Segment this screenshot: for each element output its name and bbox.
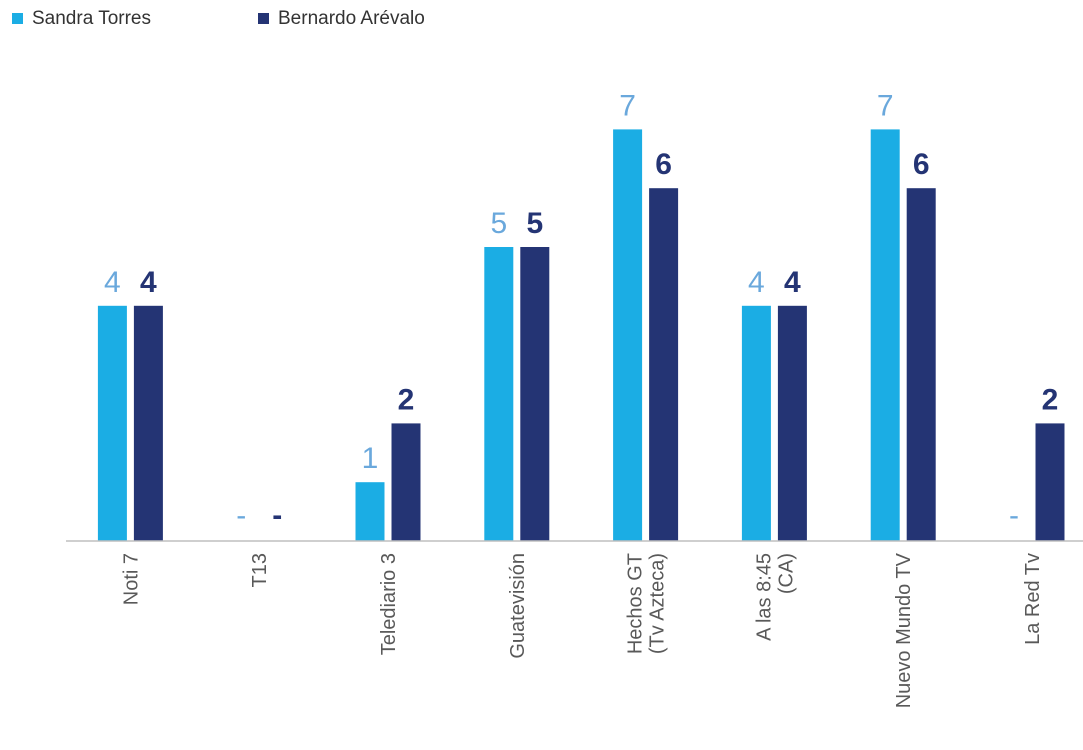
value-label-sandra-torres-hechos-gt-tv-azteca: 7 [619, 89, 636, 122]
value-label-bernardo-arevalo-hechos-gt-tv-azteca: 6 [655, 148, 672, 181]
value-label-bernardo-arevalo-noti-7: 4 [140, 266, 157, 299]
bar-sandra-torres-guatevision [484, 247, 514, 541]
bar-sandra-torres-nuevo-mundo-tv [870, 129, 900, 541]
value-label-bernardo-arevalo-guatevision: 5 [526, 207, 543, 240]
value-label-bernardo-arevalo-t13: - [272, 499, 282, 532]
value-label-bernardo-arevalo-a-las-8-45-ca: 4 [784, 266, 801, 299]
x-tick-label-guatevision: Guatevisión [507, 553, 529, 659]
value-label-sandra-torres-guatevision: 5 [490, 207, 507, 240]
x-tick-label-la-red-tv: La Red Tv [1022, 553, 1044, 645]
bar-bernardo-arevalo-noti-7 [133, 305, 163, 541]
value-label-bernardo-arevalo-nuevo-mundo-tv: 6 [913, 148, 930, 181]
bar-bernardo-arevalo-guatevision [520, 247, 550, 541]
legend-label-sandra-torres: Sandra Torres [32, 8, 151, 29]
value-label-bernardo-arevalo-la-red-tv: 2 [1042, 383, 1059, 416]
value-label-sandra-torres-noti-7: 4 [104, 266, 121, 299]
value-label-sandra-torres-telediario-3: 1 [362, 442, 379, 475]
value-label-sandra-torres-a-las-8-45-ca: 4 [748, 266, 765, 299]
bar-bernardo-arevalo-hechos-gt-tv-azteca [649, 188, 679, 541]
x-tick-label-telediario-3: Telediario 3 [378, 553, 400, 655]
value-label-sandra-torres-t13: - [236, 499, 246, 532]
x-tick-label-a-las-8-45-ca: A las 8:45(CA) [753, 553, 797, 641]
legend-item-bernardo-arevalo: Bernardo Arévalo [258, 8, 425, 30]
bar-bernardo-arevalo-nuevo-mundo-tv [906, 188, 936, 541]
bar-bernardo-arevalo-la-red-tv [1035, 423, 1065, 541]
bars-group [97, 129, 1065, 541]
legend-item-sandra-torres: Sandra Torres [12, 8, 151, 30]
bar-sandra-torres-a-las-8-45-ca [741, 305, 771, 541]
legend-label-bernardo-arevalo: Bernardo Arévalo [278, 8, 425, 29]
bar-sandra-torres-noti-7 [97, 305, 127, 541]
x-tick-labels-group: Noti 7 T13 Telediario 3 Guatevisión Hechos G… [120, 552, 1044, 708]
x-tick-label-t13: T13 [249, 553, 271, 587]
bar-sandra-torres-telediario-3 [355, 482, 385, 541]
legend-swatch-sandra-torres [12, 13, 23, 24]
bar-sandra-torres-hechos-gt-tv-azteca [613, 129, 643, 541]
legend-swatch-bernardo-arevalo [258, 13, 269, 24]
bar-bernardo-arevalo-telediario-3 [391, 423, 421, 541]
x-tick-label-hechos-gt-tv-azteca: Hechos GT(Tv Azteca) [625, 553, 669, 654]
value-label-bernardo-arevalo-telediario-3: 2 [398, 383, 415, 416]
value-label-sandra-torres-la-red-tv: - [1009, 499, 1019, 532]
value-label-sandra-torres-nuevo-mundo-tv: 7 [877, 89, 894, 122]
bar-bernardo-arevalo-a-las-8-45-ca [777, 305, 807, 541]
x-tick-label-noti-7: Noti 7 [120, 553, 142, 605]
x-tick-label-nuevo-mundo-tv: Nuevo Mundo TV [893, 552, 915, 708]
